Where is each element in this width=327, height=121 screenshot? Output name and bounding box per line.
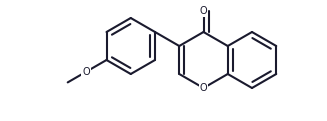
Text: O: O <box>200 83 207 93</box>
Text: O: O <box>82 67 90 77</box>
Text: O: O <box>200 6 207 16</box>
